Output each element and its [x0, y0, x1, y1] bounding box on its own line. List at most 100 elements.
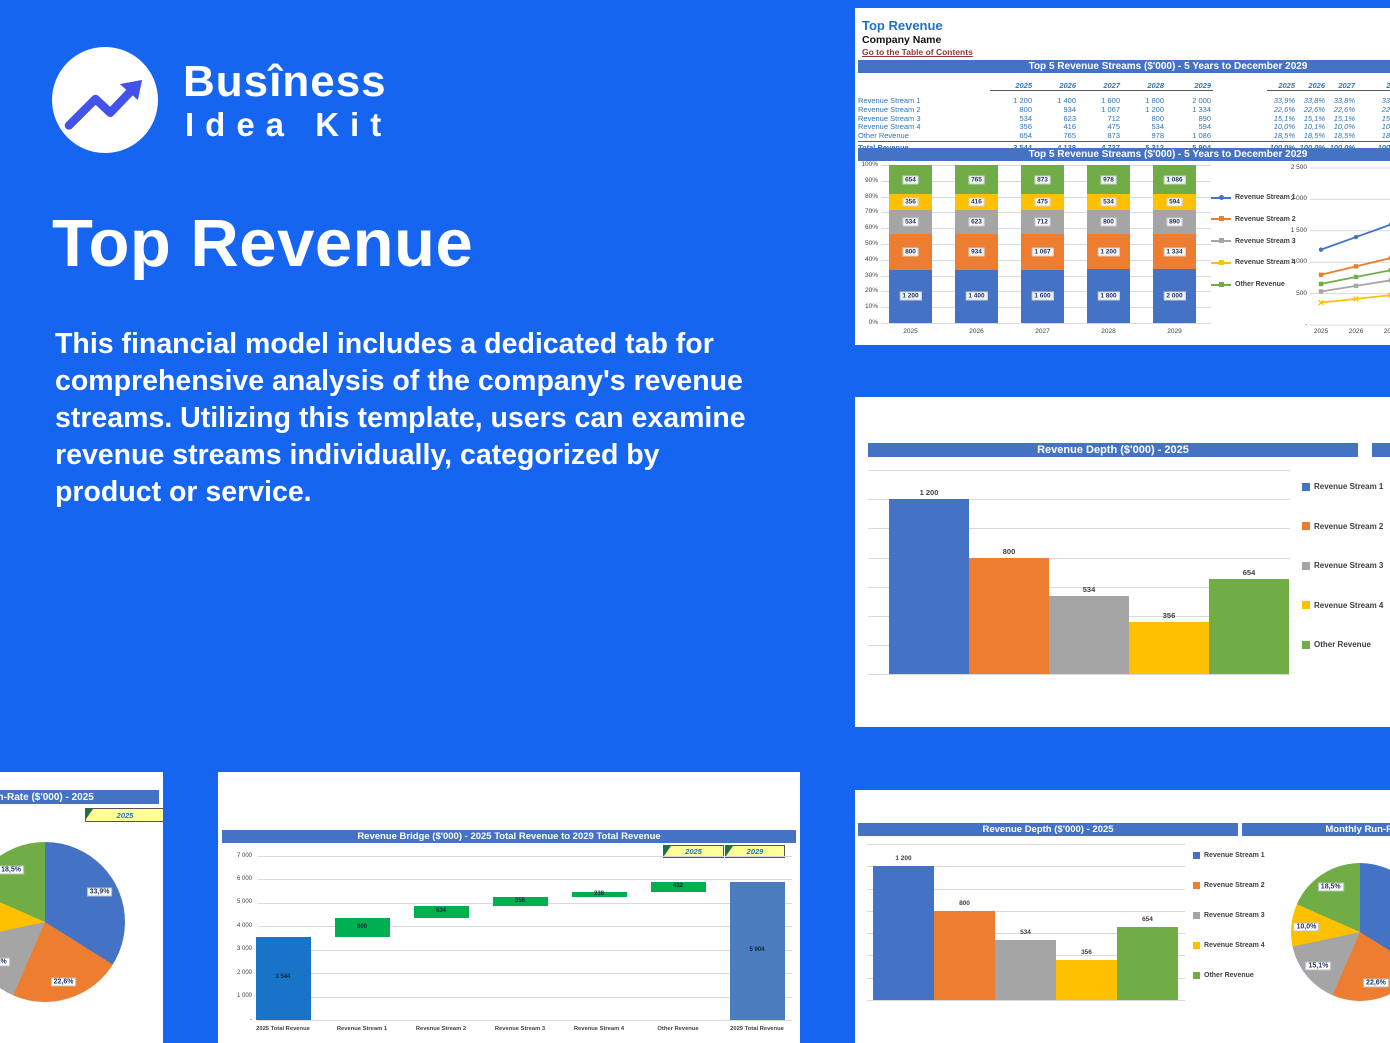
bridge-bar	[255, 936, 311, 1020]
year-to-selector[interactable]: 2029	[725, 845, 785, 858]
stacked-plot: 1 200 800 534 356 654 1 400 934 623 416 765 1 600 1…	[881, 165, 1211, 324]
revenue-table: 202520262027202820292025202620272028Reve…	[858, 72, 1390, 153]
bar	[1117, 927, 1178, 1000]
pie-slice-label: 22,6%	[1363, 978, 1389, 988]
segment-value-label: 890	[1166, 217, 1183, 227]
legend-item: Revenue Stream 3	[1211, 238, 1296, 245]
x-axis-label: 2027	[1035, 328, 1050, 335]
brand-name-line2: Idea Kit	[185, 106, 393, 143]
y-axis-tick: 30%	[864, 271, 878, 279]
bar-value-label: 800	[1002, 546, 1016, 556]
bar-segment: 534	[1087, 194, 1130, 210]
segment-value-label: 1 200	[899, 291, 922, 301]
gridline	[868, 674, 1290, 676]
year-selector[interactable]: 2025	[85, 808, 163, 822]
table-cell: 1 800	[1145, 95, 1164, 105]
table-cell: 2 000	[1192, 95, 1211, 105]
bar	[1129, 622, 1209, 675]
stacked-bar: 2 000 1 334 890 594 1 086	[1153, 165, 1196, 323]
bar-value-label: 356	[1162, 611, 1176, 621]
legend-item: Other Revenue	[1302, 640, 1371, 649]
y-axis-tick: 500	[1296, 289, 1307, 297]
segment-value-label: 654	[902, 175, 919, 185]
legend-marker-icon	[1193, 972, 1200, 979]
legend-marker-icon	[1211, 216, 1231, 222]
table-cell: 890	[1198, 113, 1211, 123]
bridge-bar	[492, 897, 548, 906]
table-cell: 534	[1151, 122, 1164, 132]
segment-value-label: 623	[968, 217, 985, 227]
table-cell: 1 086	[1192, 131, 1211, 141]
bar-value-label: 800	[959, 899, 970, 907]
gridline	[258, 879, 792, 881]
table-cell: 416	[1063, 122, 1076, 132]
table-cell: Revenue Stream 3	[858, 113, 921, 123]
bar-segment: 1 334	[1153, 233, 1196, 270]
toc-link[interactable]: Go to the Table of Contents	[862, 47, 973, 57]
table-cell: 33,8%	[1333, 95, 1355, 105]
pie-slice-label: 15,1%	[0, 957, 10, 967]
gridline	[868, 528, 1290, 530]
legend-marker-icon	[1193, 852, 1200, 859]
table-row: Other Revenue 654 765 873 978 1 086 18,5% 18,5%…	[858, 131, 1390, 140]
y-axis-tick: 4 000	[236, 922, 252, 929]
table-cell: 873	[1107, 131, 1120, 141]
waterfall-chart: 7 000 6 000 5 000 4 000 3 000 2 000 1 000 - 3 54…	[218, 852, 800, 1043]
bar-value-label: 534	[1020, 929, 1031, 937]
bar-segment: 1 200	[1087, 233, 1130, 270]
y-axis-tick: 2 000	[1290, 195, 1307, 203]
y-axis-tick: 20%	[864, 287, 878, 295]
bar-segment: 978	[1087, 165, 1130, 195]
table-cell: 978	[1151, 131, 1164, 141]
next-section-title-bar	[1372, 443, 1390, 457]
table-cell: 2027	[1078, 81, 1122, 91]
segment-value-label: 800	[902, 247, 919, 257]
bar-segment: 475	[1021, 194, 1064, 211]
table-cell: 22,6%	[1303, 104, 1325, 114]
x-axis-label: 2025 Total Revenue	[256, 1026, 310, 1032]
table-cell: Revenue Stream 2	[858, 104, 921, 114]
depth-chart-title-bar: Revenue Depth ($'000) - 2025	[868, 443, 1358, 457]
y-axis-tick: 6 000	[236, 875, 252, 882]
legend-item: Revenue Stream 2	[1302, 522, 1383, 531]
table-cell: Total Revenue	[858, 142, 909, 152]
x-axis-label: Revenue Stream 3	[494, 1026, 546, 1032]
brand-logo	[52, 47, 158, 153]
table-cell: 5 904	[1192, 142, 1211, 152]
legend-item: Revenue Stream 2	[1211, 216, 1296, 223]
bridge-bar-value: 356	[514, 897, 525, 904]
table-cell: 654	[1019, 131, 1032, 141]
table-cell: 18,5%	[1333, 131, 1355, 141]
segment-value-label: 416	[968, 197, 985, 207]
pie-slice-label: 18,5%	[1317, 882, 1344, 892]
legend-label: Revenue Stream 2	[1204, 882, 1265, 889]
table-cell: 2026	[1297, 81, 1327, 91]
table-cell: 22,6%	[1333, 104, 1355, 114]
bridge-bar-value: 5 904	[749, 946, 765, 953]
table-cell: 2027	[1327, 81, 1357, 91]
panel-depth-and-runrate: Revenue Depth ($'000) - 2025 Monthly Run…	[855, 790, 1390, 1043]
table-cell: 712	[1107, 113, 1120, 123]
segment-value-label: 475	[1034, 197, 1051, 207]
bar-segment: 1 800	[1087, 269, 1130, 323]
table-cell: 10,1%	[1381, 122, 1390, 132]
gridline	[867, 866, 1185, 868]
gridline	[258, 1020, 792, 1021]
page-title: Top Revenue	[52, 206, 474, 281]
segment-value-label: 2 000	[1163, 291, 1186, 301]
year-from-selector[interactable]: 2025	[663, 845, 724, 858]
y-axis-tick: 70%	[864, 208, 878, 216]
table-cell: 594	[1198, 122, 1211, 132]
bar-segment: 765	[955, 165, 998, 195]
brand-name-line1: Busîness	[183, 57, 387, 106]
legend-marker-icon	[1193, 942, 1200, 949]
stacked-bar: 1 800 1 200 800 534 978	[1087, 165, 1130, 323]
y-axis-tick: 7 000	[236, 852, 252, 859]
table-cell: 800	[1151, 113, 1164, 123]
bar	[995, 940, 1056, 1000]
bar-segment: 356	[889, 194, 932, 211]
y-axis-tick: 5 000	[236, 899, 252, 906]
bridge-title-bar: Revenue Bridge ($'000) - 2025 Total Reve…	[222, 830, 796, 843]
x-axis-label: Other Revenue	[657, 1026, 699, 1032]
table-cell: 356	[1019, 122, 1032, 132]
